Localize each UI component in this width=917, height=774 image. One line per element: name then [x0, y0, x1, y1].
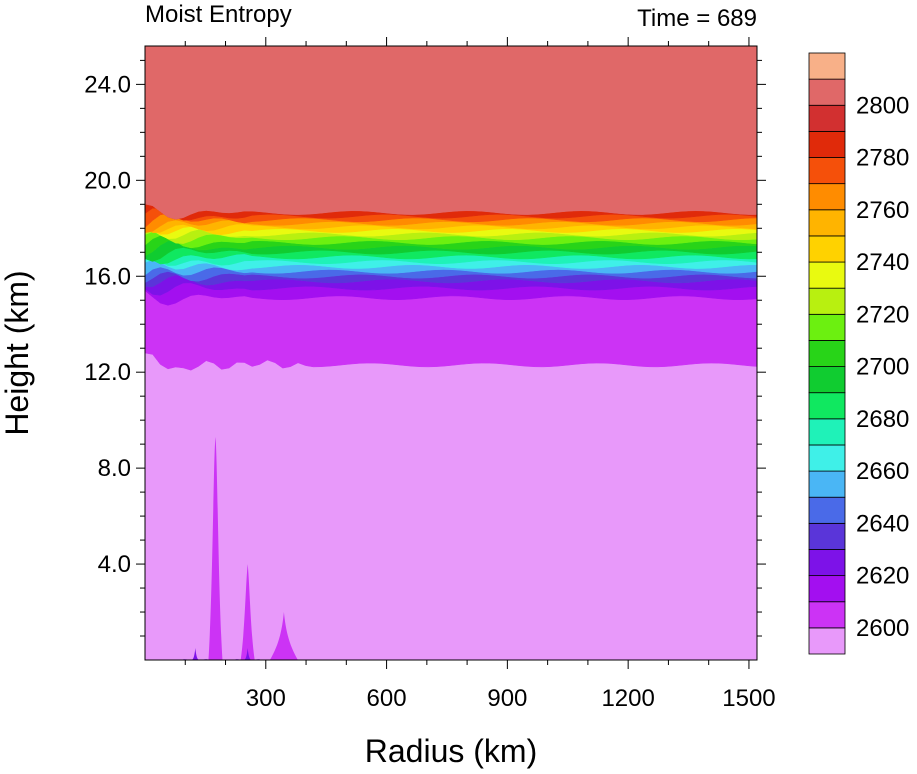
colorbar-box-2700: [808, 340, 846, 367]
colorbar-box-2730: [808, 261, 846, 289]
contour-field: [145, 46, 757, 660]
contour-band-2600: [145, 290, 757, 371]
x-tick-label: 900: [487, 685, 527, 712]
y-tick-label: 12.0: [84, 359, 131, 386]
y-tick-label: 8.0: [98, 455, 131, 482]
convective-plume-5: [233, 648, 262, 660]
colorbar-box-2590: [808, 627, 846, 655]
colorbar-label: 2740: [856, 249, 909, 276]
colorbar-box-2780: [808, 130, 846, 158]
colorbar: 2600 2620 2640 2660 2680 2700 2720 2740 2760 2780…: [808, 52, 909, 655]
y-tick-label: 4.0: [98, 551, 131, 578]
y-tick-label: 24.0: [84, 71, 131, 98]
contour-band-2805: [145, 46, 757, 220]
colorbar-box-2760: [808, 183, 846, 211]
colorbar-box-2640: [808, 496, 846, 524]
colorbar-label: 2640: [856, 510, 909, 537]
colorbar-box-2670: [808, 418, 846, 446]
plot-frame: [144, 45, 758, 661]
colorbar-label: 2600: [856, 615, 909, 642]
colorbar-box-2630: [808, 522, 846, 550]
convective-plume-3: [269, 612, 298, 660]
colorbar-box-2680: [808, 392, 846, 420]
x-tick-label: 1200: [601, 685, 654, 712]
colorbar-label: 2720: [856, 301, 909, 328]
colorbar-box-2770: [808, 157, 846, 185]
contour-band-2595: [145, 352, 757, 660]
colorbar-box-2790: [808, 104, 846, 132]
chart-title: Moist Entropy: [145, 1, 292, 28]
y-tick-label: 20.0: [84, 167, 131, 194]
colorbar-box-2620: [808, 549, 846, 577]
colorbar-box-2690: [808, 366, 846, 394]
colorbar-box-2800: [808, 78, 846, 106]
colorbar-label: 2780: [856, 145, 909, 172]
colorbar-box-2660: [808, 444, 846, 472]
convective-plume-2: [240, 564, 255, 660]
colorbar-box-2720: [808, 287, 846, 315]
colorbar-box-2650: [808, 470, 846, 498]
convective-plume-4: [181, 648, 210, 660]
colorbar-box-2610: [808, 575, 846, 603]
y-axis-label: Height (km): [0, 270, 35, 435]
convective-plume-1: [208, 436, 223, 660]
x-tick-label: 600: [367, 685, 407, 712]
colorbar-box-2600: [808, 601, 846, 629]
colorbar-box-2710: [808, 313, 846, 341]
colorbar-label: 2700: [856, 354, 909, 381]
colorbar-label: 2680: [856, 406, 909, 433]
colorbar-label: 2760: [856, 197, 909, 224]
x-tick-label: 300: [246, 685, 286, 712]
colorbar-label: 2660: [856, 458, 909, 485]
colorbar-box-2750: [808, 209, 846, 237]
time-label: Time = 689: [637, 5, 757, 32]
colorbar-box-2740: [808, 235, 846, 263]
y-tick-label: 16.0: [84, 263, 131, 290]
colorbar-label: 2800: [856, 92, 909, 119]
x-axis-label: Radius (km): [365, 733, 537, 769]
colorbar-label: 2620: [856, 563, 909, 590]
x-tick-label: 1500: [722, 685, 775, 712]
colorbar-box-2810: [808, 52, 846, 80]
